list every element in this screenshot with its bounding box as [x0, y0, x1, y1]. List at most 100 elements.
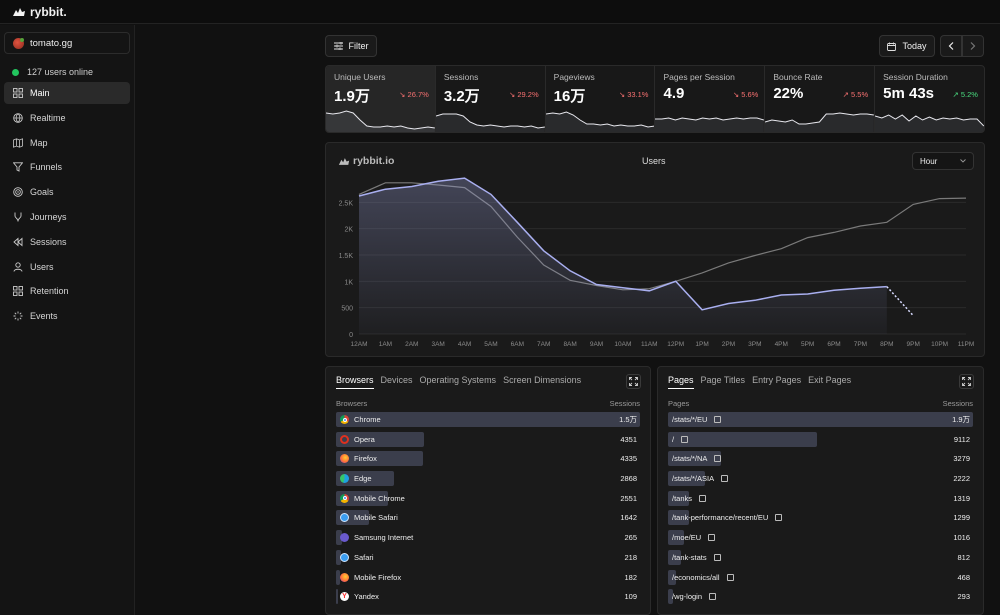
row-share-bar: [668, 431, 818, 447]
tab-operating-systems[interactable]: Operating Systems: [419, 375, 497, 385]
row-value: 812: [957, 552, 970, 562]
sidebar-item-main[interactable]: Main: [4, 82, 130, 104]
list-item[interactable]: Mobile Chrome 2551: [336, 490, 640, 506]
sidebar-item-goals[interactable]: Goals: [4, 181, 130, 203]
external-link-icon[interactable]: [709, 593, 717, 601]
date-picker-button[interactable]: Today: [879, 35, 935, 57]
safari-icon: [340, 513, 349, 523]
tab-page-titles[interactable]: Page Titles: [700, 375, 746, 385]
list-item[interactable]: Y Yandex 109: [336, 589, 640, 605]
list-item[interactable]: Mobile Safari 1642: [336, 510, 640, 526]
expand-button[interactable]: [959, 374, 974, 389]
online-dot-icon: [12, 68, 19, 76]
list-item[interactable]: /wg-login 293: [668, 589, 973, 605]
row-name: Mobile Safari: [354, 513, 398, 523]
sidebar-item-realtime[interactable]: Realtime: [4, 107, 130, 129]
tab-pages[interactable]: Pages: [668, 375, 694, 389]
stat-pages-per-session[interactable]: Pages per Session 4.9 ↘ 5.6%: [655, 66, 766, 132]
list-item[interactable]: /moe/EU 1016: [668, 530, 973, 546]
external-link-icon[interactable]: [708, 534, 716, 542]
x-tick-label: 1PM: [695, 341, 708, 348]
list-item[interactable]: Chrome 1.5万: [336, 412, 640, 427]
list-item[interactable]: Mobile Firefox 182: [336, 569, 640, 585]
external-link-icon[interactable]: [699, 494, 707, 502]
list-item[interactable]: /stats/*/NA 3279: [668, 451, 973, 467]
tab-screen-dimensions[interactable]: Screen Dimensions: [503, 375, 582, 385]
row-value: 1299: [953, 513, 970, 523]
list-item[interactable]: Opera 4351: [336, 431, 640, 447]
date-label: Today: [902, 41, 927, 51]
next-date-button[interactable]: [962, 35, 984, 57]
calendar-icon: [887, 42, 897, 51]
stat-value: 1.9万: [334, 88, 370, 105]
external-link-icon[interactable]: [714, 455, 722, 463]
site-selector[interactable]: tomato.gg: [4, 32, 130, 54]
stat-session-duration[interactable]: Session Duration 5m 43s ↗ 5.2%: [875, 66, 984, 132]
trend-down-icon: ↘: [618, 90, 628, 99]
stat-unique-users[interactable]: Unique Users 1.9万 ↘ 26.7%: [326, 66, 436, 132]
external-link-icon[interactable]: [726, 573, 734, 581]
row-value: 1642: [620, 513, 637, 523]
sidebar-item-journeys[interactable]: Journeys: [4, 206, 130, 228]
sidebar-item-map[interactable]: Map: [4, 132, 130, 154]
external-link-icon[interactable]: [714, 416, 722, 423]
stat-change-value: 33.1%: [627, 90, 649, 99]
stat-value: 16万: [553, 88, 586, 105]
row-name: /economics/all: [672, 572, 720, 582]
list-item[interactable]: /tank-stats 812: [668, 549, 973, 565]
stat-bounce-rate[interactable]: Bounce Rate 22% ↗ 5.5%: [765, 66, 876, 132]
row-value: 3279: [953, 454, 970, 464]
sidebar-item-label: Goals: [30, 187, 54, 198]
sidebar-item-retention[interactable]: Retention: [4, 280, 130, 302]
filter-icon: [333, 42, 343, 50]
tab-devices[interactable]: Devices: [380, 375, 413, 385]
list-item[interactable]: Firefox 4335: [336, 451, 640, 467]
x-tick-label: 4AM: [458, 341, 471, 348]
sidebar-item-label: Map: [30, 137, 48, 148]
sparkline-area: [655, 118, 765, 132]
expand-button[interactable]: [626, 374, 641, 389]
sparkline-line: [435, 113, 545, 129]
stat-label: Session Duration: [883, 72, 948, 82]
column-label: Browsers: [336, 399, 368, 408]
external-link-icon[interactable]: [775, 514, 783, 522]
users-chart[interactable]: 0 500 1K 1.5K 2K 2.5K 12AM 1AM 2AM 3AM 4AM 5AM 6AM 7A…: [326, 143, 986, 358]
tab-exit-pages[interactable]: Exit Pages: [808, 375, 852, 385]
sidebar-item-users[interactable]: Users: [4, 256, 130, 278]
prev-date-button[interactable]: [940, 35, 962, 57]
users-chart-card: rybbit.io Users Hour 0 500 1K 1.5K 2K 2.5K 12A…: [325, 142, 985, 357]
list-item[interactable]: /tank-performance/recent/EU 1299: [668, 510, 973, 526]
list-item[interactable]: / 9112: [668, 431, 973, 447]
pages-tabs: Pages Page Titles Entry Pages Exit Pages: [668, 375, 851, 389]
external-link-icon[interactable]: [681, 435, 689, 443]
row-value: 1319: [953, 493, 970, 503]
stat-value: 3.2万: [443, 88, 480, 105]
list-item[interactable]: /economics/all 468: [668, 569, 973, 585]
tab-entry-pages[interactable]: Entry Pages: [752, 375, 802, 385]
stat-change: ↘ 26.7%: [399, 90, 429, 99]
list-item[interactable]: /tanks 1319: [668, 490, 973, 506]
tab-browsers[interactable]: Browsers: [336, 375, 374, 389]
external-link-icon[interactable]: [713, 553, 721, 561]
sidebar-item-events[interactable]: Events: [4, 305, 130, 327]
x-tick-label: 8PM: [880, 341, 893, 348]
app-logo[interactable]: rybbit.: [12, 5, 67, 19]
row-label: /tank-stats: [668, 553, 721, 562]
list-item[interactable]: /stats/*/ASIA 2222: [668, 471, 973, 487]
list-item[interactable]: Edge 2868: [336, 471, 640, 487]
external-link-icon[interactable]: [721, 475, 729, 483]
funnel-icon: [12, 162, 23, 173]
list-item[interactable]: /stats/*/EU 1.9万: [668, 412, 973, 427]
row-share-bar: [668, 589, 673, 605]
list-item[interactable]: Samsung Internet 265: [336, 530, 640, 546]
projected-line: [886, 286, 914, 317]
stat-pageviews[interactable]: Pageviews 16万 ↘ 33.1%: [545, 66, 656, 132]
bucket-select[interactable]: Hour: [912, 152, 974, 170]
row-share-bar: [336, 490, 388, 506]
stat-sessions[interactable]: Sessions 3.2万 ↘ 29.2%: [435, 66, 546, 132]
sidebar-item-funnels[interactable]: Funnels: [4, 156, 130, 178]
list-item[interactable]: Safari 218: [336, 549, 640, 565]
sidebar-item-sessions[interactable]: Sessions: [4, 231, 130, 253]
y-tick-label: 1.5K: [339, 253, 354, 260]
filter-button[interactable]: Filter: [325, 35, 377, 57]
